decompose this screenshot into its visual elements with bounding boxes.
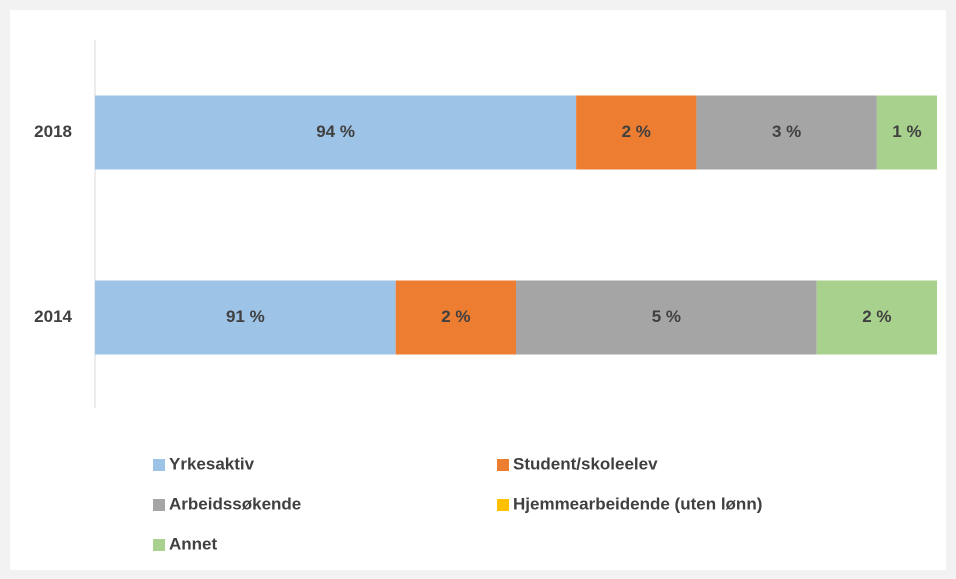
data-label: 1 % [892,122,921,141]
legend-label: Arbeidssøkende [169,494,301,513]
legend-label: Student/skoleelev [513,454,658,473]
legend-swatch [153,459,165,471]
bar-segment [876,95,937,170]
data-label: 2 % [862,307,891,326]
data-label: 2 % [622,122,651,141]
y-tick-label: 2018 [34,122,72,141]
bar-segment [696,95,877,170]
legend-swatch [497,499,509,511]
legend-swatch [153,499,165,511]
bar-segment [576,95,697,170]
y-tick-label: 2014 [34,307,72,326]
bar-segment [395,280,516,355]
legend-label: Annet [169,534,218,553]
legend-label: Hjemmearbeidende (uten lønn) [513,494,762,513]
bar-segment [95,95,577,170]
bar-segment [95,280,396,355]
legend-swatch [153,539,165,551]
legend-swatch [497,459,509,471]
data-label: 2 % [441,307,470,326]
bar-segment [516,280,817,355]
legend-label: Yrkesaktiv [169,454,255,473]
data-label: 5 % [652,307,681,326]
data-label: 94 % [316,122,355,141]
data-label: 91 % [226,307,265,326]
bar-segment [816,280,937,355]
data-label: 3 % [772,122,801,141]
